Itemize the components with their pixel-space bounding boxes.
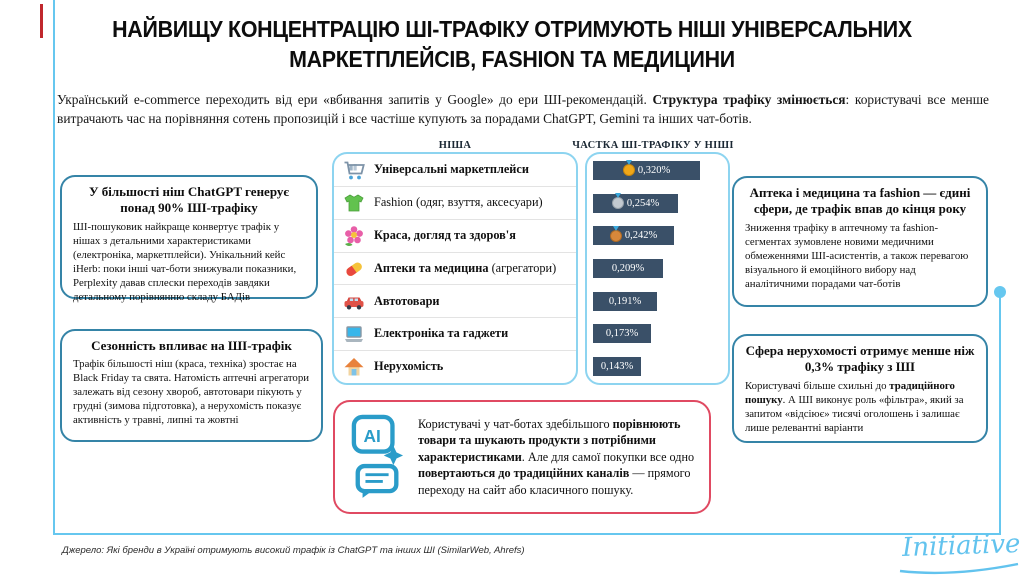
house-icon [342,355,366,379]
callout-body: Користувачі більше схильні до традиційно… [745,379,964,434]
niche-label: Нерухомість [374,359,444,374]
page-title-line1: НАЙВИЩУ КОНЦЕНТРАЦІЮ ШІ-ТРАФІКУ ОТРИМУЮТ… [112,16,912,42]
callout-title: Сезонність впливає на ШІ-трафік [91,338,292,353]
table-row: Fashion (одяг, взуття, аксесуари) [334,185,576,219]
traffic-share-value: 0,320% [637,164,671,176]
traffic-share-bar: 0,320% [593,160,700,180]
traffic-share-bar: 0,242% [593,225,674,246]
callout-seasonality: Сезонність впливає на ШІ-трафік Трафік б… [60,329,323,442]
bar-row: 0,320% [587,154,728,187]
frame-right-line [999,293,1001,533]
niche-list-panel: Універсальні маркетплейси Fashion (одяг,… [332,152,578,385]
tshirt-icon [342,191,366,215]
niche-label: Аптеки та медицина (агрегатори) [374,260,557,275]
table-row: Аптеки та медицина (агрегатори) [334,251,576,285]
red-accent-bar [40,4,43,38]
niche-label: Краса, догляд та здоров'я [374,227,516,242]
traffic-share-bar: 0,143% [593,357,641,377]
logo-swoosh [899,562,1019,575]
table-row: Електроніка та гаджети [334,317,576,350]
table-row: Універсальні маркетплейси [334,154,576,186]
chatbot-behavior-text: Користувачі у чат-ботах здебільшого порі… [418,416,695,497]
bar-row: 0,209% [587,252,728,285]
callout-title: Аптека і медицина та fashion — єдині сфе… [749,185,971,217]
shopping-cart-icon [342,158,366,182]
traffic-share-bar: 0,173% [593,324,651,344]
niche-label: Універсальні маркетплейси [374,162,529,177]
silver-medal-icon [611,193,624,210]
gold-medal-icon [622,160,635,177]
traffic-share-value: 0,143% [600,361,634,373]
ai-chat-icon: AI [351,414,405,500]
table-row: Краса, догляд та здоров'я [334,218,576,252]
niche-label: Електроніка та гаджети [374,326,509,341]
svg-text:AI: AI [364,426,381,446]
traffic-share-bar: 0,191% [593,291,657,311]
laptop-icon [342,322,366,346]
niche-label: Fashion (одяг, взуття, аксесуари) [374,195,543,210]
bronze-medal-icon [609,225,622,242]
traffic-share-bar: 0,254% [593,193,678,213]
callout-real-estate: Сфера нерухомості отримує менше ніж 0,3%… [732,334,988,443]
traffic-share-value: 0,242% [624,230,658,242]
bar-row: 0,254% [587,187,728,220]
bar-row: 0,173% [587,318,728,351]
traffic-share-value: 0,173% [605,328,639,340]
column-header-share: ЧАСТКА ШІ-ТРАФІКУ У НІШІ [572,140,734,151]
niche-label: Автотовари [374,293,440,308]
callout-chatgpt-share: У більшості ніш ChatGPT генерує понад 90… [60,175,318,303]
callout-pharma-fashion: Аптека і медицина та fashion — єдині сфе… [732,176,988,307]
traffic-share-panel: 0,320% 0,254% 0,242% 0,209% [585,152,730,385]
initiative-logo: Initiative [901,528,1021,564]
car-icon [342,289,366,313]
traffic-share-bar: 0,209% [593,259,663,279]
callout-body: ШІ-пошуковик найкраще конвертує трафік у… [73,220,297,303]
callout-title: У більшості ніш ChatGPT генерує понад 90… [88,184,289,216]
callout-body: Зниження трафіку в аптечному та fashion-… [745,221,969,290]
bar-row: 0,242% [587,219,728,252]
bar-row: 0,191% [587,285,728,318]
page-title: НАЙВИЩУ КОНЦЕНТРАЦІЮ ШІ-ТРАФІКУ ОТРИМУЮТ… [80,14,945,75]
table-row: Нерухомість [334,350,576,383]
column-header-niche: НІША [438,140,472,151]
bar-row: 0,143% [587,350,728,383]
source-note: Джерело: Які бренди в Україні отримують … [62,545,525,556]
frame-bottom-line [53,533,1001,535]
frame-dot [994,286,1006,298]
table-row: Автотовари [334,284,576,317]
chatbot-behavior-box: AI Користувачі у чат-ботах здебільшого п… [333,400,711,514]
pill-icon [342,257,366,281]
frame-left-line [53,0,55,533]
flower-icon [342,224,366,248]
page-title-line2: МАРКЕТПЛЕЙСІВ, FASHION ТА МЕДИЦИНИ [289,46,735,73]
callout-title: Сфера нерухомості отримує менше ніж 0,3%… [745,343,975,375]
intro-paragraph: Український e-commerce переходить від ер… [57,92,989,127]
callout-body: Трафік більшості ніш (краса, техніка) зр… [73,358,309,427]
traffic-share-value: 0,209% [611,263,645,275]
traffic-share-value: 0,254% [626,197,660,209]
traffic-share-value: 0,191% [608,295,642,307]
